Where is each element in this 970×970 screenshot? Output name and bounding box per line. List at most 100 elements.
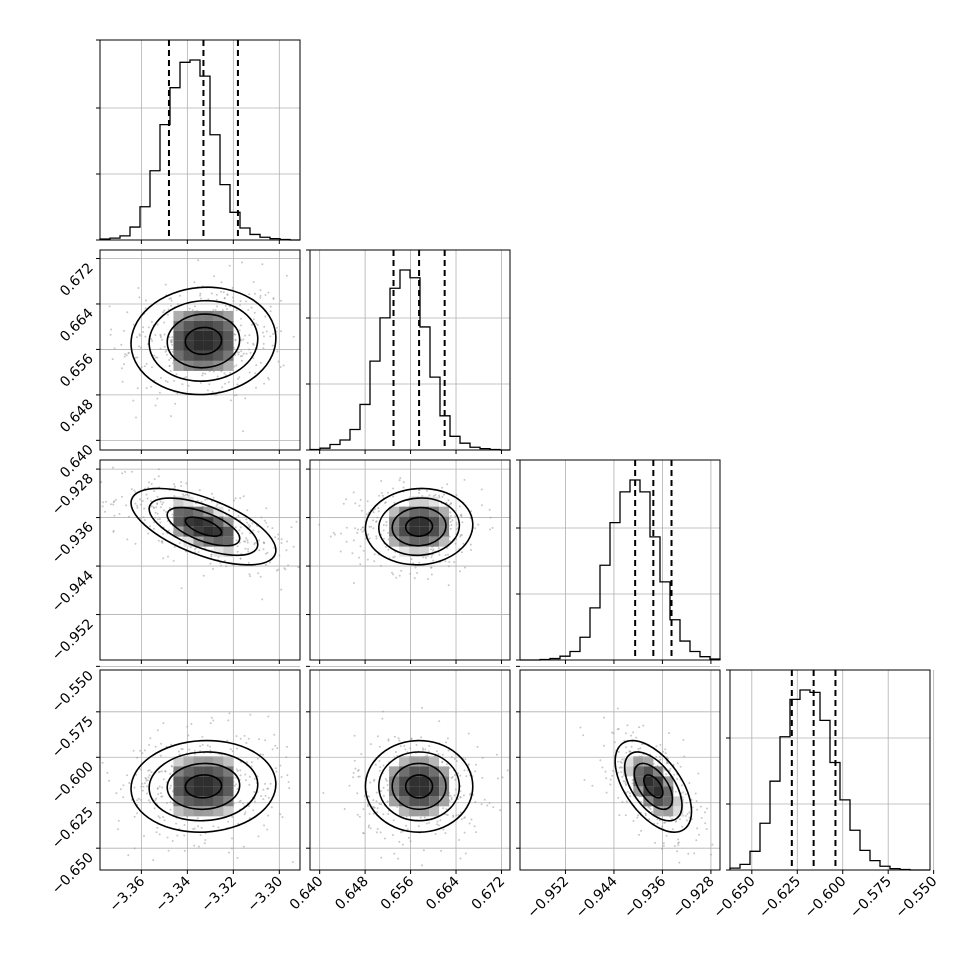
density-cell xyxy=(419,536,430,547)
scatter-point xyxy=(245,779,247,782)
scatter-point xyxy=(469,543,472,546)
scatter-point xyxy=(449,511,452,514)
scatter-point xyxy=(406,828,409,831)
scatter-point xyxy=(382,786,385,789)
density-cell xyxy=(429,506,440,517)
scatter-point xyxy=(162,532,165,535)
scatter-point xyxy=(696,827,699,830)
scatter-point xyxy=(133,786,136,789)
scatter-point xyxy=(149,525,152,528)
scatter-point xyxy=(398,574,401,577)
scatter-point xyxy=(167,555,169,558)
density-cell xyxy=(653,806,664,817)
scatter-point xyxy=(168,336,171,339)
scatter-point xyxy=(591,784,594,787)
scatter-point xyxy=(143,749,146,752)
scatter-point xyxy=(459,790,462,793)
scatter-point xyxy=(661,847,663,850)
scatter-point xyxy=(255,322,258,325)
scatter-point xyxy=(394,751,397,753)
scatter-point xyxy=(242,338,245,341)
scatter-point xyxy=(359,545,362,548)
scatter-point xyxy=(450,777,453,779)
scatter-point xyxy=(375,791,378,794)
scatter-point xyxy=(244,540,247,543)
scatter-point xyxy=(136,506,139,509)
scatter-point xyxy=(354,502,357,505)
scatter-point xyxy=(264,739,267,742)
x-tick-label: −0.928 xyxy=(670,874,718,922)
scatter-panel-1-2 xyxy=(306,459,511,664)
density-cell xyxy=(193,806,204,817)
scatter-point xyxy=(354,527,357,530)
scatter-point xyxy=(454,788,457,791)
density-cell xyxy=(223,330,234,341)
scatter-point xyxy=(432,559,435,562)
scatter-point xyxy=(264,782,266,785)
scatter-point xyxy=(239,497,242,500)
scatter-point xyxy=(262,798,265,801)
density-cell xyxy=(203,776,214,787)
scatter-point xyxy=(148,769,151,772)
scatter-point xyxy=(462,794,465,797)
scatter-point xyxy=(277,360,280,363)
scatter-point xyxy=(252,529,255,532)
scatter-point xyxy=(126,538,129,541)
scatter-point xyxy=(209,745,211,748)
scatter-point xyxy=(264,794,267,797)
scatter-point xyxy=(638,726,640,729)
scatter-point xyxy=(480,803,483,806)
scatter-point xyxy=(359,498,362,501)
scatter-point xyxy=(259,361,262,364)
scatter-point xyxy=(677,841,680,844)
scatter-point xyxy=(165,353,168,356)
scatter-point xyxy=(682,791,685,794)
scatter-point xyxy=(236,770,239,772)
scatter-point xyxy=(460,818,463,821)
y-tick-label: 0.656 xyxy=(57,351,97,391)
scatter-point xyxy=(418,491,421,494)
scatter-point xyxy=(258,738,260,741)
scatter-point xyxy=(360,753,363,756)
scatter-point xyxy=(152,527,155,530)
scatter-point xyxy=(358,556,361,559)
x-tick-label: −0.625 xyxy=(756,874,804,922)
x-tick-label: 0.648 xyxy=(332,874,372,914)
scatter-point xyxy=(104,510,106,513)
scatter-point xyxy=(134,502,137,505)
scatter-point xyxy=(216,305,218,308)
scatter-point xyxy=(501,776,504,779)
scatter-point xyxy=(108,779,111,782)
density-cell xyxy=(203,506,214,517)
scatter-point xyxy=(428,745,431,747)
scatter-point xyxy=(236,787,239,790)
scatter-point xyxy=(169,808,172,811)
scatter-point xyxy=(275,326,278,329)
scatter-point xyxy=(199,381,202,384)
scatter-panel-2-3 xyxy=(516,665,721,874)
density-cell xyxy=(193,756,204,767)
scatter-point xyxy=(223,372,226,375)
scatter-point xyxy=(233,499,236,502)
scatter-point xyxy=(180,485,183,487)
scatter-point xyxy=(186,493,189,496)
scatter-point xyxy=(617,751,620,753)
scatter-point xyxy=(162,557,165,560)
scatter-point xyxy=(658,819,661,822)
scatter-point xyxy=(156,787,159,790)
scatter-point xyxy=(392,819,395,822)
scatter-point xyxy=(211,390,214,393)
scatter-point xyxy=(288,787,291,790)
scatter-point xyxy=(157,468,160,471)
scatter-point xyxy=(212,370,215,373)
scatter-point xyxy=(161,338,163,341)
density-cell xyxy=(429,766,440,777)
scatter-point xyxy=(153,807,156,810)
density-cell xyxy=(203,796,214,807)
scatter-point xyxy=(384,545,387,548)
scatter-point xyxy=(662,750,665,753)
scatter-point xyxy=(423,816,426,819)
scatter-point xyxy=(262,753,265,756)
scatter-point xyxy=(246,761,248,764)
